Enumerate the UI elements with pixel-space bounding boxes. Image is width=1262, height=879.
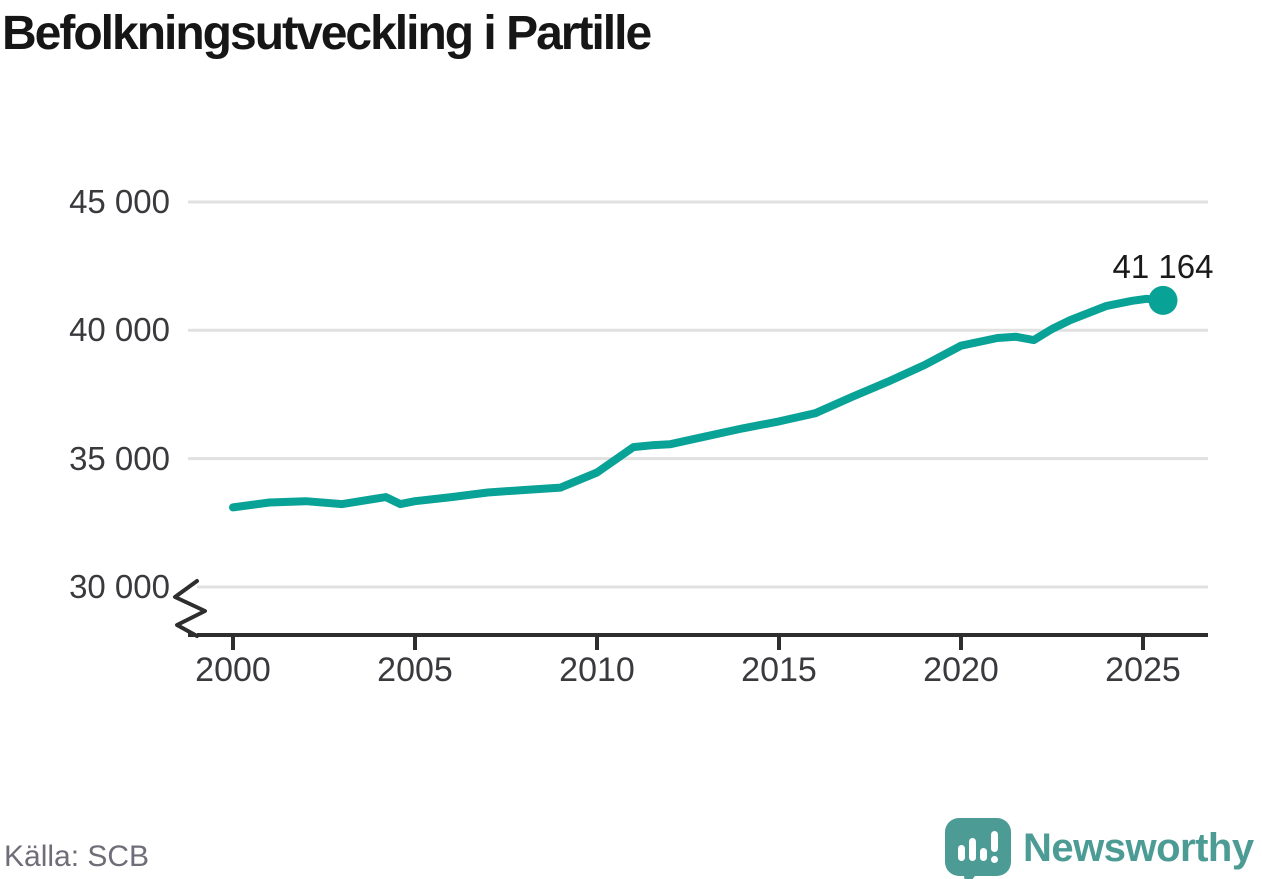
x-axis (188, 633, 1208, 650)
y-tick-label: 40 000 (69, 311, 170, 348)
latest-value-label: 41 164 (1112, 248, 1214, 285)
y-tick-label: 30 000 (69, 568, 170, 605)
x-tick-label: 2005 (377, 651, 453, 689)
exclamation-dot (991, 856, 998, 863)
gridlines (188, 200, 1208, 589)
x-tick-label: 2010 (559, 651, 635, 689)
speech-bubble-shape (945, 818, 1011, 879)
population-line (229, 294, 1167, 512)
latest-point-dot (1148, 285, 1178, 315)
exclamation-bar (991, 831, 998, 852)
y-tick-label: 45 000 (69, 183, 170, 220)
x-tick-label: 2025 (1105, 651, 1181, 689)
axis-break-zigzag (173, 579, 207, 638)
bar-3 (980, 848, 987, 861)
bar-2 (969, 838, 976, 861)
bar-1 (958, 845, 965, 861)
newsworthy-bubble-icon (945, 818, 1011, 879)
x-tick-label: 2020 (923, 651, 999, 689)
y-tick-label: 35 000 (69, 440, 170, 477)
latest-value-dot (1148, 285, 1178, 315)
x-tick-label: 2000 (195, 651, 271, 689)
axis-break-mark (173, 579, 207, 638)
x-tick-label: 2015 (741, 651, 817, 689)
chart-title: Befolkningsutveckling i Partille (2, 7, 652, 60)
source-note: Källa: SCB (4, 840, 150, 873)
population-series-line (229, 294, 1167, 512)
brand-name: Newsworthy (1023, 825, 1254, 870)
newsworthy-logo: Newsworthy (945, 812, 1254, 879)
